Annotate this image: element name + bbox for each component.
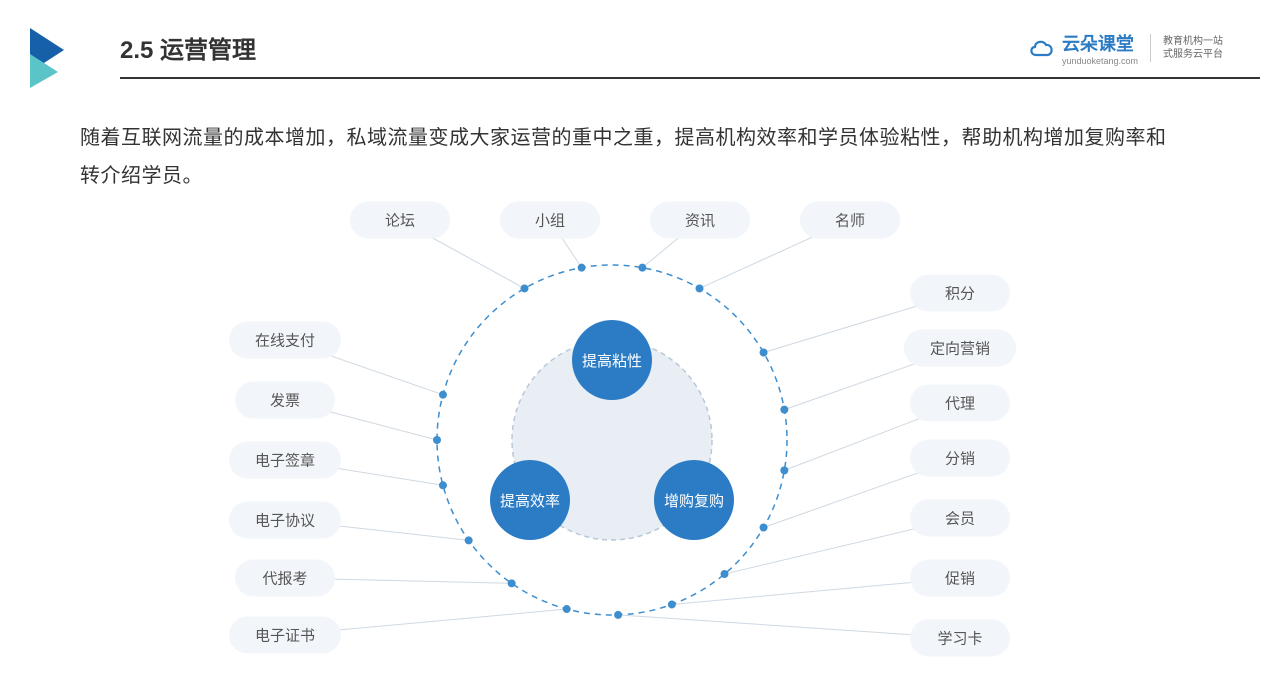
operations-diagram: 提高粘性提高效率 增购复购 论坛 小组 资讯 名师积分定向营销代理分销会员促销学习卡 在线支…: [0, 190, 1263, 695]
section-marker-icon: [30, 28, 70, 88]
pill-examproxy: 代报考: [235, 560, 335, 597]
pill-targeted: 定向营销: [904, 330, 1016, 367]
hub-repurchase: 增购复购: [654, 460, 734, 540]
pill-news: 资讯: [650, 202, 750, 239]
brand-logo: 云朵课堂 yunduoketang.com 教育机构一站 式服务云平台: [1028, 30, 1223, 66]
intro-paragraph: 随着互联网流量的成本增加，私域流量变成大家运营的重中之重，提高机构效率和学员体验…: [80, 119, 1183, 195]
pill-ecert: 电子证书: [229, 617, 341, 654]
pill-promo: 促销: [910, 560, 1010, 597]
pill-invoice: 发票: [235, 382, 335, 419]
pill-studycard: 学习卡: [910, 620, 1010, 657]
cloud-icon: [1028, 37, 1054, 59]
hub-efficiency: 提高效率: [490, 460, 570, 540]
brand-name: 云朵课堂: [1062, 30, 1138, 56]
pill-group: 小组: [500, 202, 600, 239]
pill-member: 会员: [910, 500, 1010, 537]
pill-eagreement: 电子协议: [229, 502, 341, 539]
hub-stickiness: 提高粘性: [572, 320, 652, 400]
brand-tagline: 教育机构一站 式服务云平台: [1163, 35, 1223, 61]
pill-teacher: 名师: [800, 202, 900, 239]
pill-forum: 论坛: [350, 202, 450, 239]
pill-esign: 电子签章: [229, 442, 341, 479]
pill-onlinepay: 在线支付: [229, 322, 341, 359]
pill-agent: 代理: [910, 385, 1010, 422]
brand-domain: yunduoketang.com: [1062, 56, 1138, 66]
pill-distribution: 分销: [910, 440, 1010, 477]
pill-points: 积分: [910, 275, 1010, 312]
